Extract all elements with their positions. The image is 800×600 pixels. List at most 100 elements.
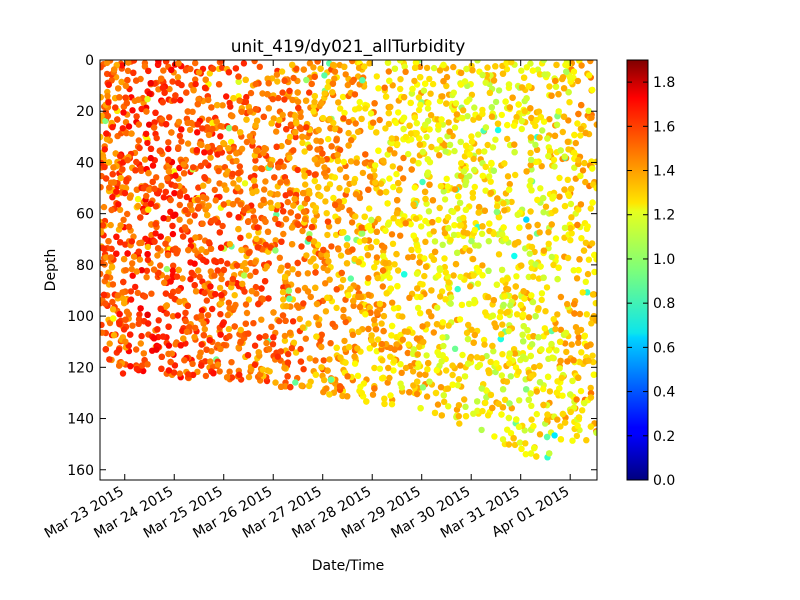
data-point bbox=[231, 125, 239, 132]
data-point bbox=[593, 429, 597, 436]
data-point bbox=[388, 135, 395, 142]
data-point bbox=[161, 89, 168, 96]
data-point bbox=[235, 170, 242, 177]
data-point bbox=[255, 229, 262, 236]
data-point bbox=[507, 373, 514, 380]
data-point bbox=[128, 130, 135, 137]
data-point bbox=[192, 234, 199, 241]
data-point bbox=[311, 92, 318, 100]
data-point bbox=[576, 310, 584, 318]
data-point bbox=[567, 74, 574, 81]
data-point bbox=[561, 153, 568, 160]
data-point bbox=[107, 221, 114, 229]
data-point bbox=[445, 119, 452, 126]
data-point bbox=[302, 181, 309, 188]
data-point bbox=[405, 341, 412, 348]
data-point bbox=[300, 300, 307, 307]
data-point bbox=[396, 60, 404, 64]
data-point bbox=[464, 335, 472, 343]
data-point bbox=[417, 293, 424, 301]
data-point bbox=[306, 144, 313, 151]
data-point bbox=[390, 305, 398, 312]
data-point bbox=[481, 148, 488, 155]
data-point bbox=[479, 223, 486, 230]
data-point bbox=[218, 60, 225, 64]
data-point bbox=[214, 101, 221, 109]
data-point bbox=[340, 229, 347, 236]
colorbar-tick-label: 0.0 bbox=[653, 473, 675, 489]
data-point bbox=[466, 173, 473, 180]
data-point bbox=[585, 357, 592, 364]
data-point bbox=[553, 61, 560, 69]
data-point bbox=[200, 182, 207, 189]
data-point bbox=[155, 317, 162, 324]
data-point bbox=[318, 364, 325, 371]
data-point bbox=[420, 87, 428, 94]
data-point bbox=[225, 145, 232, 152]
data-point bbox=[191, 324, 199, 332]
data-point bbox=[119, 370, 127, 377]
data-point bbox=[421, 188, 429, 195]
data-point bbox=[455, 193, 462, 200]
data-point bbox=[529, 67, 537, 74]
data-point bbox=[204, 124, 211, 131]
data-point bbox=[453, 111, 461, 118]
data-point bbox=[218, 275, 225, 283]
data-point bbox=[268, 323, 275, 330]
data-point bbox=[513, 113, 520, 121]
data-point bbox=[281, 77, 288, 84]
data-point bbox=[352, 213, 359, 220]
data-point bbox=[488, 160, 495, 167]
data-point bbox=[273, 71, 281, 78]
data-point bbox=[217, 311, 224, 318]
data-point bbox=[366, 205, 373, 212]
data-point bbox=[564, 358, 571, 365]
data-point bbox=[572, 175, 579, 182]
data-point bbox=[217, 331, 224, 338]
data-point bbox=[505, 81, 513, 88]
data-point bbox=[130, 253, 138, 260]
data-point bbox=[251, 217, 259, 225]
data-point bbox=[306, 231, 313, 238]
data-point bbox=[276, 317, 283, 325]
data-point bbox=[378, 340, 386, 348]
data-point bbox=[512, 283, 519, 290]
data-point bbox=[351, 353, 358, 360]
data-point bbox=[552, 77, 559, 85]
data-point bbox=[100, 222, 107, 229]
data-point bbox=[440, 78, 447, 85]
data-point bbox=[146, 90, 153, 98]
data-point bbox=[150, 266, 158, 273]
data-point bbox=[326, 115, 333, 123]
data-point bbox=[381, 244, 388, 251]
data-point bbox=[436, 152, 443, 159]
data-point bbox=[154, 245, 162, 252]
data-point bbox=[412, 60, 420, 66]
data-point bbox=[281, 337, 289, 344]
data-point bbox=[134, 289, 141, 297]
data-point bbox=[537, 185, 544, 192]
data-point bbox=[123, 129, 130, 137]
data-point bbox=[554, 311, 561, 318]
data-point bbox=[415, 360, 422, 367]
data-point bbox=[212, 197, 219, 204]
data-point bbox=[440, 61, 447, 69]
data-point bbox=[256, 63, 263, 70]
data-point bbox=[581, 159, 588, 167]
data-point bbox=[306, 235, 313, 242]
data-point bbox=[536, 379, 544, 386]
data-point bbox=[113, 188, 120, 195]
data-point bbox=[394, 283, 401, 290]
data-point bbox=[184, 119, 191, 127]
data-point bbox=[207, 245, 215, 252]
data-point bbox=[289, 318, 297, 325]
data-point bbox=[157, 262, 164, 269]
data-point bbox=[422, 238, 429, 245]
data-point bbox=[355, 64, 363, 72]
data-point bbox=[294, 287, 302, 294]
data-point bbox=[499, 321, 506, 328]
data-point bbox=[317, 192, 324, 200]
data-point bbox=[424, 156, 431, 163]
data-point bbox=[389, 299, 396, 306]
data-point bbox=[162, 60, 170, 65]
